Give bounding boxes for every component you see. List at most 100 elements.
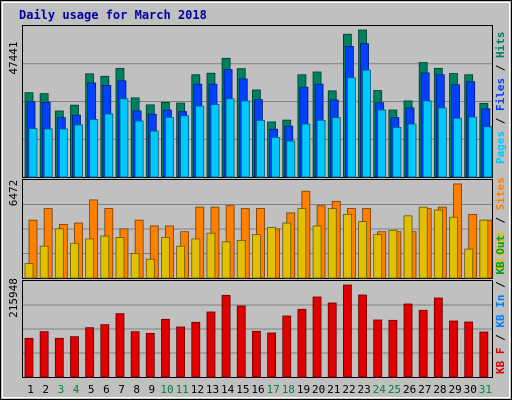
panel-top: 47441 Pages / Files / Hits (7, 25, 507, 178)
panel-bottom-bar-kb-f (85, 327, 95, 378)
legend-files: Files (494, 78, 507, 111)
x-axis-day-label: 12 (191, 383, 204, 396)
panel-bottom-bar-kb-f (236, 305, 246, 378)
x-axis-day-label: 19 (297, 383, 310, 396)
panel-middle-bar-visits (176, 245, 186, 279)
x-axis-day-label: 8 (133, 383, 140, 396)
panel-middle: 6472 Visits / Sites (7, 177, 507, 279)
panel-bottom-bar-kb-f (252, 330, 261, 378)
panel-middle-bar-visits (70, 242, 79, 279)
panel-top-bar-pages (346, 77, 356, 178)
panel-bottom-bar-kb-f (479, 331, 489, 378)
panel-middle-bar-visits (221, 241, 231, 279)
panel-middle-bar-visits (145, 258, 155, 279)
legend-kbout: KB Out (494, 235, 507, 275)
panel-bottom-bar-kb-f (267, 332, 276, 378)
panel-top-bar-pages (286, 140, 296, 178)
panel-middle-bar-visits (433, 209, 443, 279)
panel-middle-bar-visits (85, 238, 95, 279)
panel-top-bar-pages (119, 98, 129, 178)
panel-middle-bar-visits (115, 237, 125, 279)
panel-middle-bar-visits (449, 216, 458, 279)
panel-middle-bar-visits (39, 245, 49, 279)
panel-top-bar-pages (407, 123, 417, 178)
panel-middle-max-label: 6472 (7, 180, 20, 207)
panel-bottom-max-label: 215948 (7, 278, 20, 318)
panel-middle-bar-visits (327, 208, 337, 279)
chart-frame-inner (2, 2, 510, 398)
panel-bottom-bar-kb-f (373, 319, 383, 378)
panel-middle-bar-visits (479, 219, 489, 279)
svg-text:Pages / Fi: Pages / Files / Hits (494, 32, 507, 165)
legend-sep-5: / (494, 281, 507, 288)
panel-bottom-bar-kb-f (221, 294, 231, 378)
panel-top-bar-pages (437, 107, 447, 178)
panel-top-bar-pages (134, 120, 144, 178)
svg-text:KB F / KB: KB F / KB In / KB Out (494, 235, 507, 374)
x-axis-day-label: 1 (27, 383, 34, 396)
panel-middle-bar-visits (282, 222, 292, 279)
panel-bottom-bar-kb-f (282, 315, 292, 378)
x-axis-day-label: 15 (236, 383, 249, 396)
panel-bottom-bar-kb-f (358, 294, 367, 378)
panel-bottom-bar-kb-f (403, 303, 413, 378)
x-axis-day-label: 22 (342, 383, 355, 396)
x-axis-day-label: 24 (373, 383, 387, 396)
panel-top-bar-pages (240, 100, 250, 178)
x-axis-day-label: 2 (42, 383, 49, 396)
panel-middle-bar-visits (206, 232, 216, 279)
x-axis-day-label: 5 (88, 383, 95, 396)
x-axis-day-label: 28 (433, 383, 446, 396)
panel-top-bar-pages (104, 113, 114, 178)
legend-sep-4: / (494, 334, 507, 341)
panel-bottom-bar-kb-f (206, 311, 216, 378)
svg-text:Visits / S: Visits / Sites (494, 177, 507, 270)
legend-pages: Pages (494, 131, 507, 164)
panel-middle-bar-visits (358, 221, 367, 279)
panel-bottom-bar-kb-f (312, 296, 322, 378)
panel-middle-bar-visits (24, 263, 34, 279)
panel-top-bar-pages (422, 100, 432, 178)
panel-top-bar-pages (43, 128, 53, 178)
panel-top-bar-pages (28, 128, 38, 178)
x-axis-day-label: 9 (149, 383, 156, 396)
x-axis-day-label: 23 (358, 383, 371, 396)
x-axis-day-label: 31 (479, 383, 492, 396)
panel-top-bar-pages (483, 126, 493, 178)
panel-bottom: 215948 KB F / KB In / KB Out (7, 235, 507, 378)
legend-kbf: KB F (494, 348, 507, 375)
x-axis-day-label: 25 (388, 383, 401, 396)
panel-top-bars (24, 29, 493, 178)
panel-top-bar-pages (58, 128, 68, 178)
panel-middle-bar-visits (373, 234, 383, 279)
legend-visits: Visits (494, 230, 507, 270)
panel-bottom-bar-kb-f (161, 318, 170, 378)
panel-bottom-bar-kb-f (176, 326, 186, 378)
panel-top-bar-pages (468, 116, 478, 178)
panel-bottom-bar-kb-f (342, 284, 352, 378)
x-axis-day-label: 13 (206, 383, 219, 396)
x-axis-day-label: 14 (221, 383, 235, 396)
panel-top-bar-pages (271, 137, 280, 178)
x-axis-day-label: 3 (58, 383, 65, 396)
panel-top-bar-pages (149, 130, 159, 178)
panel-bottom-bar-kb-f (115, 313, 125, 378)
x-axis-day-label: 17 (267, 383, 280, 396)
panel-middle-bar-visits (252, 234, 261, 279)
panel-top-bar-pages (256, 119, 265, 178)
panel-bottom-bar-kb-f (100, 324, 110, 378)
x-axis-day-label: 20 (312, 383, 325, 396)
panel-bottom-bar-kb-f (449, 320, 458, 378)
panel-top-bar-pages (165, 116, 174, 178)
x-axis-day-label: 26 (403, 383, 416, 396)
panel-middle-bar-visits (161, 237, 170, 279)
panel-top-bar-pages (453, 117, 462, 178)
panel-bottom-bar-kb-f (145, 332, 155, 378)
panel-middle-bar-visits (418, 206, 428, 279)
panel-top-legend: Pages / Files / Hits (494, 32, 507, 165)
panel-top-bar-pages (225, 98, 235, 178)
panel-top-bar-pages (89, 119, 99, 178)
legend-hits: Hits (494, 32, 507, 59)
panel-top-bar-pages (377, 109, 387, 178)
panel-middle-legend: Visits / Sites (494, 177, 507, 270)
